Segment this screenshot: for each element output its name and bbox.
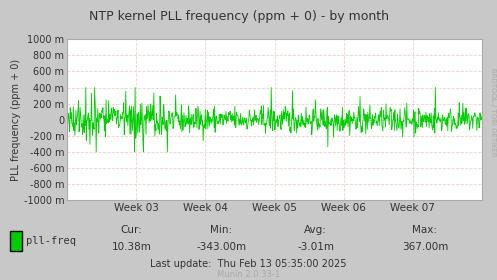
Text: Last update:  Thu Feb 13 05:35:00 2025: Last update: Thu Feb 13 05:35:00 2025 [150, 259, 347, 269]
Y-axis label: PLL frequency (ppm + 0): PLL frequency (ppm + 0) [11, 59, 21, 181]
Text: Min:: Min: [210, 225, 232, 235]
Text: 10.38m: 10.38m [112, 242, 152, 252]
Text: Munin 2.0.33-1: Munin 2.0.33-1 [217, 270, 280, 279]
Text: -343.00m: -343.00m [196, 242, 246, 252]
Text: pll-freq: pll-freq [26, 236, 77, 246]
Text: NTP kernel PLL frequency (ppm + 0) - by month: NTP kernel PLL frequency (ppm + 0) - by … [88, 10, 389, 23]
Text: -3.01m: -3.01m [297, 242, 334, 252]
Text: Cur:: Cur: [121, 225, 143, 235]
Text: Max:: Max: [413, 225, 437, 235]
Text: Avg:: Avg: [304, 225, 327, 235]
Text: 367.00m: 367.00m [402, 242, 448, 252]
Text: RRDTOOL / TOBI OETIKER: RRDTOOL / TOBI OETIKER [490, 68, 496, 156]
